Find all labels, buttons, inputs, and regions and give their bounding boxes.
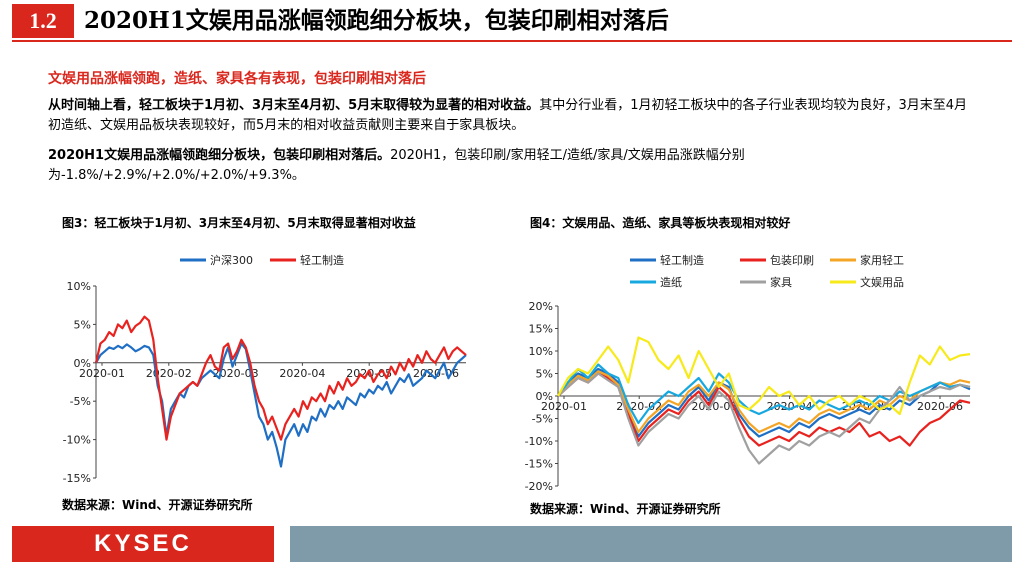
x-tick-label: 2020-06 <box>917 400 963 413</box>
series-line-4 <box>557 372 971 465</box>
chart-4-source: 数据来源：Wind、开源证券研究所 <box>530 502 721 516</box>
series-line-2 <box>557 370 971 434</box>
y-tick-label: -5% <box>70 395 91 408</box>
y-tick-label: 10% <box>67 280 91 293</box>
chart-3: 10% 5% 0% -5% -10% -15% 2020-01 2020-02 2020-03 2… <box>63 253 467 485</box>
legend-label-0: 沪深300 <box>210 253 253 267</box>
paragraph-1-lead: 从时间轴上看，轻工板块于1月初、3月末至4月初、5月末取得较为显著的相对收益。 <box>48 98 540 113</box>
y-tick-label: -10% <box>63 434 91 447</box>
paragraph-2-body: 2020H1，包装印刷/家用轻工/造纸/家具/文娱用品涨跌幅分别为-1.8%/+… <box>48 148 745 183</box>
chart-3-source: 数据来源：Wind、开源证券研究所 <box>62 498 253 512</box>
paragraph-2-lead: 2020H1文娱用品涨幅领跑细分板块，包装印刷相对落后。 <box>48 148 391 163</box>
series-line-3 <box>557 363 971 425</box>
x-tick-label: 2020-01 <box>79 367 125 380</box>
y-tick-label: 0% <box>536 390 553 403</box>
legend-label-3: 造纸 <box>660 275 682 289</box>
y-tick-label: 5% <box>74 318 91 331</box>
legend-label-1: 轻工制造 <box>300 253 344 267</box>
page-title: 2020H1文娱用品涨幅领跑细分板块，包装印刷相对落后 <box>84 7 669 34</box>
paragraph-1-body: 其中分行业看，1月初轻工板块中的各子行业表现均较为良好，3月末至4月初造纸、文娱… <box>48 98 968 133</box>
y-tick-label: -20% <box>525 480 553 493</box>
header-divider <box>12 40 1012 42</box>
chart-3-title: 图3：轻工板块于1月初、3月末至4月初、5月末取得显著相对收益 <box>62 216 416 230</box>
legend-label-2: 家用轻工 <box>860 253 904 267</box>
legend-label-4: 家具 <box>770 275 792 289</box>
series-line-5 <box>557 336 971 416</box>
series-line-1 <box>94 315 467 441</box>
kysec-logo: KYSEC <box>12 526 274 562</box>
legend-label-0: 轻工制造 <box>660 253 704 267</box>
y-tick-label: -10% <box>525 435 553 448</box>
chart-4: 20% 15% 10% 5% 0% -5% -10% -15% -20% 2020-01 2020-… <box>525 253 971 493</box>
header: 1.2 2020H1文娱用品涨幅领跑细分板块，包装印刷相对落后 <box>0 0 1024 42</box>
y-tick-label: -15% <box>525 458 553 471</box>
y-tick-label: 20% <box>529 300 553 313</box>
subheading: 文娱用品涨幅领跑，造纸、家具各有表现，包装印刷相对落后 <box>48 71 426 87</box>
y-tick-label: 10% <box>529 345 553 358</box>
y-tick-label: 15% <box>529 323 553 336</box>
paragraph-2: 2020H1文娱用品涨幅领跑细分板块，包装印刷相对落后。2020H1，包装印刷/… <box>48 146 978 186</box>
y-tick-label: 0% <box>74 357 91 370</box>
y-tick-label: 5% <box>536 368 553 381</box>
y-tick-label: -5% <box>532 413 553 426</box>
section-number: 1.2 <box>12 4 74 38</box>
series-line-1 <box>557 372 971 447</box>
paragraph-1: 从时间轴上看，轻工板块于1月初、3月末至4月初、5月末取得较为显著的相对收益。其… <box>48 96 978 136</box>
chart-4-title: 图4：文娱用品、造纸、家具等板块表现相对较好 <box>530 216 791 230</box>
y-tick-label: -15% <box>63 472 91 485</box>
legend-label-1: 包装印刷 <box>770 254 814 267</box>
x-tick-label: 2020-04 <box>279 367 325 380</box>
x-tick-label: 2020-01 <box>541 400 587 413</box>
legend-label-5: 文娱用品 <box>860 275 904 289</box>
x-tick-label: 2020-02 <box>146 367 192 380</box>
footer-bar <box>290 526 1012 562</box>
x-tick-label: 2020-03 <box>213 367 259 380</box>
